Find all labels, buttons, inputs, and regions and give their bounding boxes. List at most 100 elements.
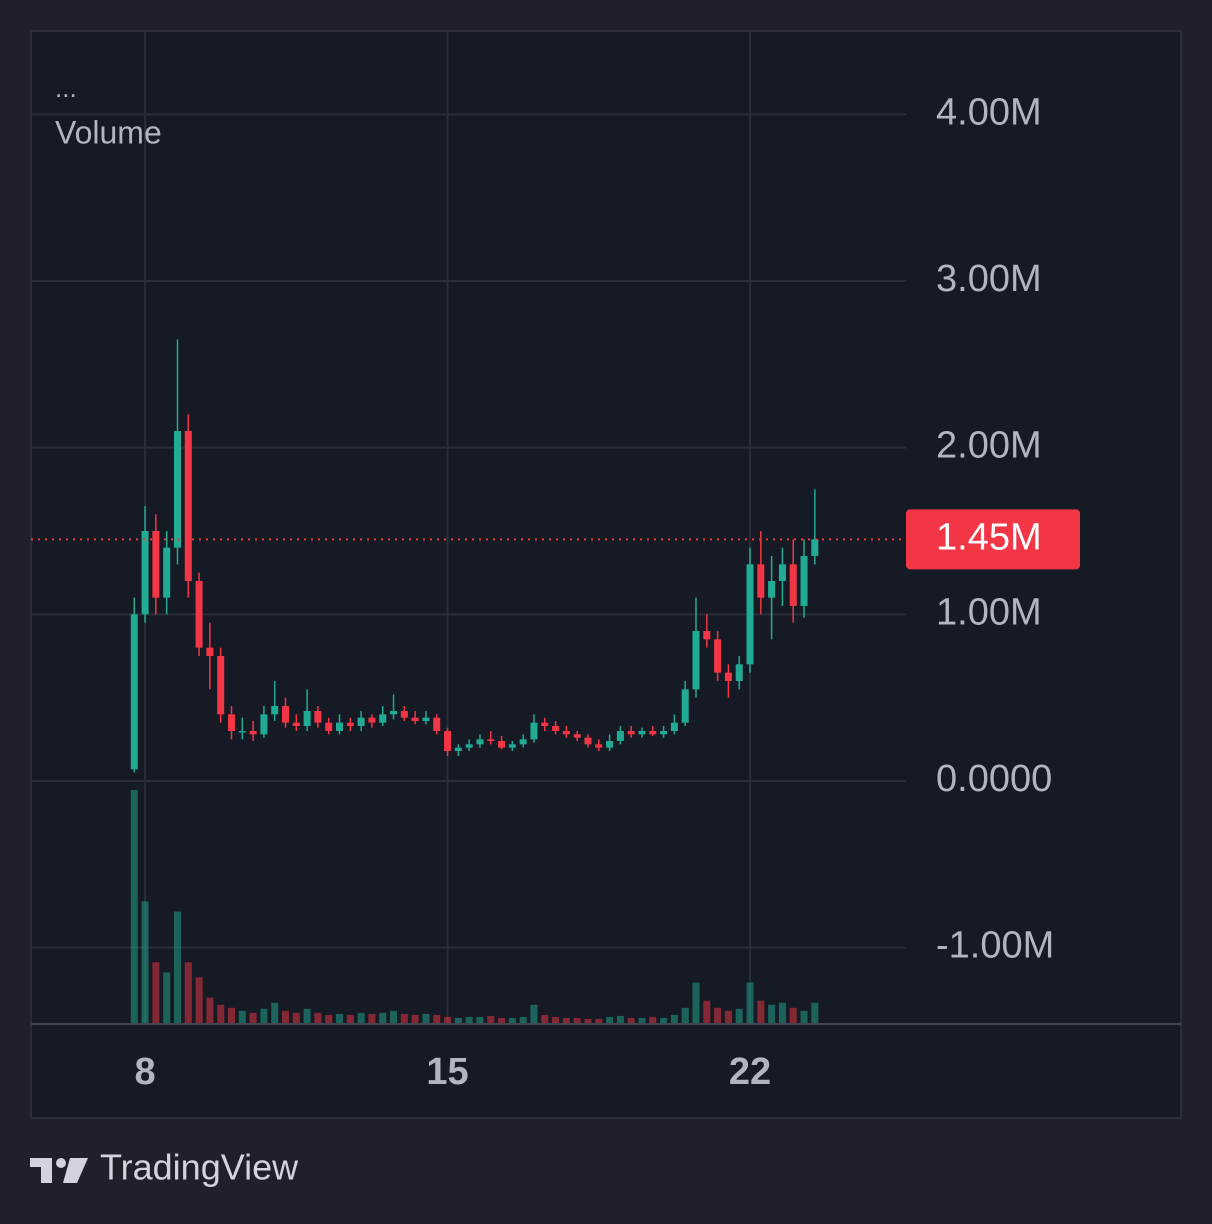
volume-bar	[768, 1004, 776, 1023]
volume-bar	[249, 1012, 257, 1023]
volume-bar	[627, 1017, 635, 1023]
candle-body	[433, 717, 441, 731]
x-tick-label: 22	[729, 1051, 771, 1093]
candle-body	[454, 747, 462, 751]
candle-body	[292, 722, 300, 726]
x-tick-label: 15	[426, 1051, 468, 1093]
candle-body	[336, 722, 344, 731]
candle-body	[411, 717, 419, 721]
chart-panel	[30, 30, 1182, 1119]
candle-body	[184, 431, 192, 581]
candle-body	[714, 639, 722, 673]
candle-body	[152, 531, 160, 598]
candle-body	[141, 531, 149, 615]
candle-body	[735, 664, 743, 681]
candle-body	[789, 564, 797, 606]
candle-body	[627, 731, 635, 735]
volume-bar	[800, 1010, 808, 1023]
volume-bar	[487, 1015, 495, 1023]
y-tick-label: 1.00M	[936, 591, 1042, 633]
candle-body	[227, 714, 236, 731]
volume-bar	[314, 1012, 322, 1023]
candle-body	[746, 564, 754, 665]
candle-body	[508, 744, 516, 748]
candle-body	[173, 431, 181, 548]
volume-bar	[498, 1017, 506, 1023]
candle-body	[606, 741, 614, 748]
volume-bar	[465, 1016, 473, 1023]
candle-body	[465, 744, 473, 748]
candle-body	[724, 672, 732, 681]
candle-body	[217, 656, 225, 715]
volume-bar	[584, 1018, 592, 1023]
candle-body	[616, 731, 624, 741]
candle-body	[271, 706, 279, 715]
volume-bar	[260, 1008, 268, 1023]
candle-body	[163, 547, 171, 598]
candle-body	[573, 734, 581, 738]
volume-bar	[368, 1013, 376, 1023]
volume-bar	[217, 1004, 225, 1023]
volume-bar	[670, 1014, 678, 1023]
candle-body	[422, 717, 430, 721]
volume-bar	[476, 1016, 484, 1023]
volume-bar	[714, 1007, 722, 1023]
volume-bar	[336, 1013, 344, 1023]
volume-bar	[508, 1017, 516, 1023]
volume-bar	[606, 1016, 614, 1023]
volume-bar	[552, 1016, 560, 1023]
brand-name: TradingView	[100, 1147, 299, 1188]
menu-dots[interactable]: ...	[55, 73, 77, 103]
volume-bar	[724, 1010, 732, 1023]
candle-body	[130, 614, 138, 770]
volume-bar	[638, 1017, 646, 1023]
volume-bar	[422, 1013, 430, 1023]
candle-body	[260, 714, 268, 735]
candle-body	[400, 711, 408, 718]
candle-body	[238, 731, 246, 733]
candle-body	[379, 714, 387, 723]
volume-bar	[735, 1008, 743, 1023]
last-price-box	[906, 509, 1080, 570]
y-tick-label: 4.00M	[936, 91, 1042, 133]
volume-bar	[303, 1008, 311, 1023]
candle-body	[541, 722, 549, 726]
candle-body	[303, 711, 311, 726]
volume-bar	[346, 1014, 354, 1023]
candle-body	[703, 631, 711, 640]
volume-bar	[379, 1012, 387, 1023]
volume-bar	[778, 1002, 786, 1023]
volume-bar	[519, 1016, 527, 1023]
volume-bar	[206, 997, 214, 1023]
candle-body	[444, 731, 452, 751]
volume-bar	[616, 1015, 624, 1023]
volume-bar	[130, 790, 138, 1023]
candle-body	[562, 731, 570, 735]
candle-body	[757, 564, 765, 598]
candle-body	[811, 539, 819, 556]
y-tick-label: 2.00M	[936, 425, 1042, 467]
volume-bar	[562, 1017, 570, 1023]
volume-bar	[411, 1014, 419, 1023]
y-tick-label: 3.00M	[936, 258, 1042, 300]
y-tick-label: -1.00M	[936, 925, 1054, 967]
volume-bar	[238, 1010, 246, 1023]
candle-body	[314, 711, 322, 723]
volume-bar	[649, 1016, 657, 1023]
volume-bar	[163, 972, 171, 1023]
candle-body	[649, 731, 657, 735]
volume-bar	[400, 1013, 408, 1023]
volume-bar	[390, 1010, 398, 1023]
candle-body	[281, 706, 290, 723]
volume-bar	[595, 1018, 603, 1023]
candle-body	[249, 731, 257, 735]
candle-body	[498, 741, 506, 748]
volume-bar	[573, 1017, 581, 1023]
candle-body	[800, 556, 808, 606]
tradingview-logo	[30, 1158, 88, 1183]
candle-body	[390, 711, 398, 715]
volume-bar	[454, 1017, 462, 1023]
volume-bar	[281, 1010, 290, 1023]
volume-bar	[195, 977, 203, 1023]
indicator-label: Volume	[55, 114, 162, 150]
